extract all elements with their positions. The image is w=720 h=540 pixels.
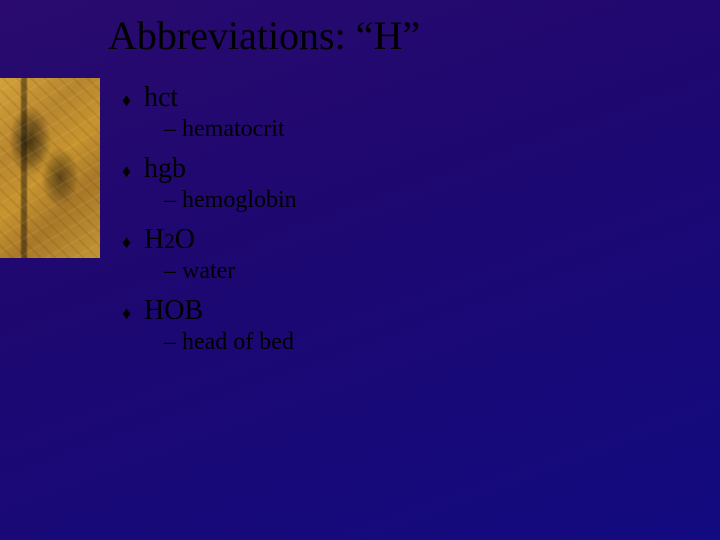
- definition-text: head of bed: [182, 329, 294, 356]
- definition-text: water: [182, 258, 235, 285]
- dash-bullet-icon: –: [164, 329, 182, 356]
- dash-bullet-icon: –: [164, 258, 182, 285]
- term-text: HOB: [144, 295, 203, 327]
- term-suffix: O: [175, 224, 195, 255]
- slide-content: ♦ hct – hematocrit ♦ hgb – hemoglobin ♦ …: [122, 82, 297, 366]
- diamond-bullet-icon: ♦: [122, 90, 144, 111]
- term-prefix: H: [144, 224, 164, 255]
- definition-text: hematocrit: [182, 116, 285, 143]
- dash-bullet-icon: –: [164, 116, 182, 143]
- term-text: hgb: [144, 153, 186, 185]
- definition-row: – hemoglobin: [164, 187, 297, 214]
- diamond-bullet-icon: ♦: [122, 303, 144, 324]
- term-row: ♦ hct: [122, 82, 297, 114]
- definition-row: – hematocrit: [164, 116, 297, 143]
- term-row: ♦ hgb: [122, 153, 297, 185]
- term-text: H2O: [144, 224, 195, 256]
- diamond-bullet-icon: ♦: [122, 161, 144, 182]
- term-row: ♦ HOB: [122, 295, 297, 327]
- definition-text: hemoglobin: [182, 187, 297, 214]
- definition-row: – water: [164, 258, 297, 285]
- term-subscript: 2: [164, 229, 175, 253]
- decorative-key-image: [0, 78, 100, 258]
- diamond-bullet-icon: ♦: [122, 232, 144, 253]
- term-row: ♦ H2O: [122, 224, 297, 256]
- dash-bullet-icon: –: [164, 187, 182, 214]
- term-text: hct: [144, 82, 178, 114]
- definition-row: – head of bed: [164, 329, 297, 356]
- slide-title: Abbreviations: “H”: [108, 12, 420, 59]
